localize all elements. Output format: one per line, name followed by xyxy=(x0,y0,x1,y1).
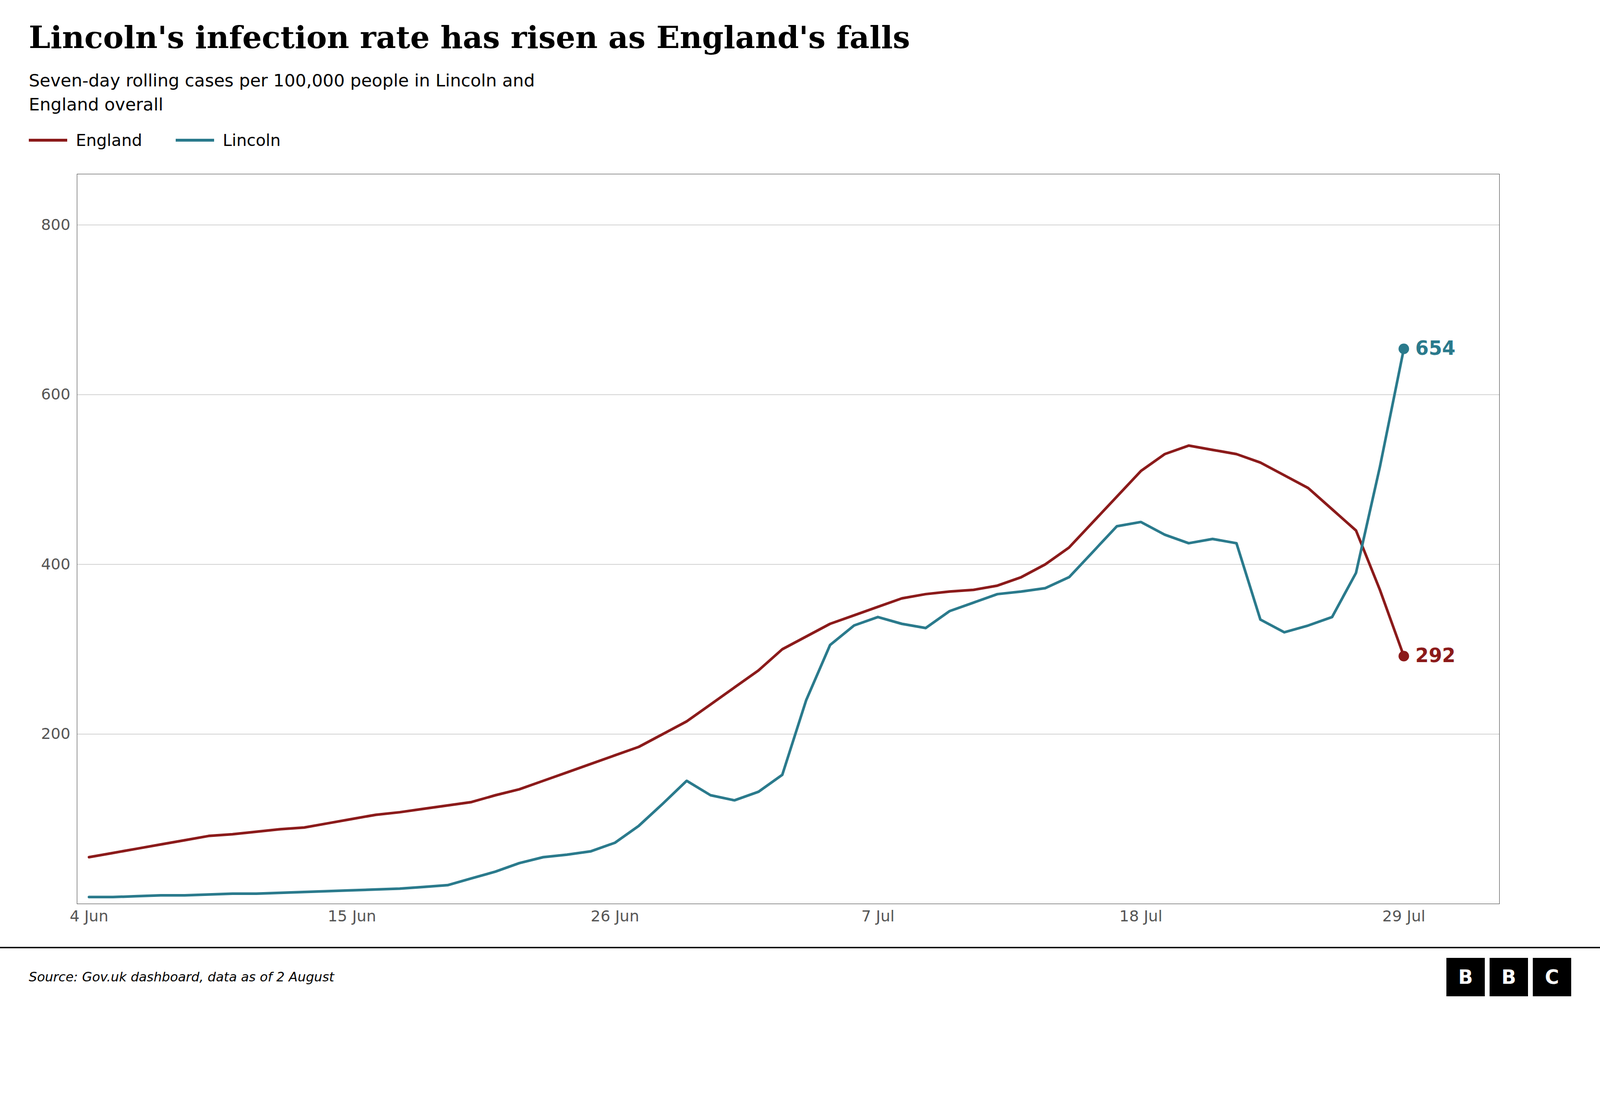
svg-text:7 Jul: 7 Jul xyxy=(861,906,895,926)
svg-text:654: 654 xyxy=(1415,336,1456,360)
svg-text:600: 600 xyxy=(40,384,71,404)
svg-text:400: 400 xyxy=(40,554,71,574)
svg-text:29 Jul: 29 Jul xyxy=(1382,906,1426,926)
svg-text:800: 800 xyxy=(40,215,71,234)
html-text:Seven-day rolling cases per 10: Seven-day rolling cases per 100,000 peop… xyxy=(28,70,535,115)
html-text:C: C xyxy=(1544,965,1560,988)
html-text:Lincoln: Lincoln xyxy=(222,130,281,150)
html-text:Lincoln's infection rate has r: Lincoln's infection rate has risen as En… xyxy=(28,19,911,56)
html-text:Source: Gov.uk dashboard, data: Source: Gov.uk dashboard, data as of 2 A… xyxy=(28,969,335,985)
svg-text:292: 292 xyxy=(1415,644,1456,667)
html-text:B: B xyxy=(1501,965,1517,988)
html-text:B: B xyxy=(1458,965,1473,988)
svg-text:200: 200 xyxy=(40,724,71,743)
svg-text:18 Jul: 18 Jul xyxy=(1119,906,1163,926)
svg-text:15 Jun: 15 Jun xyxy=(327,906,377,926)
svg-text:4 Jun: 4 Jun xyxy=(69,906,109,926)
svg-text:26 Jun: 26 Jun xyxy=(590,906,640,926)
html-text:England: England xyxy=(75,130,143,150)
